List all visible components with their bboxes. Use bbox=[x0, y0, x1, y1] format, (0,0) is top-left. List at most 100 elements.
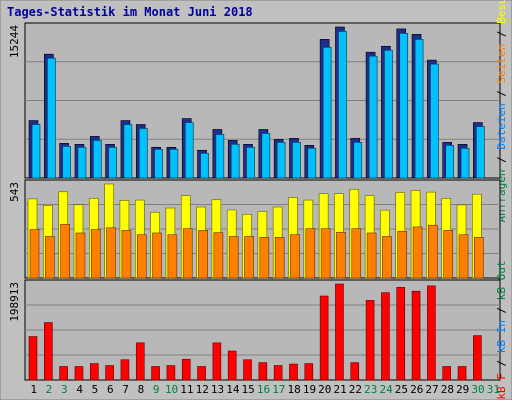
x-axis-labels: 1 2 3 4 5 6 7 8 9 10 11 12 13 14 15 16 17 18 19 20 21 22 23 24 2… bbox=[30, 383, 500, 396]
bar-dateien bbox=[138, 128, 148, 179]
bar-dateien bbox=[230, 144, 240, 179]
bar-kb-f bbox=[74, 366, 84, 381]
bar-kb-f bbox=[381, 292, 390, 381]
bar-kb-f bbox=[120, 359, 130, 381]
bar-dateien bbox=[353, 142, 363, 179]
bar-kb-f bbox=[457, 366, 467, 381]
panel-visits: 543 bbox=[8, 179, 501, 279]
bar-dateien bbox=[322, 46, 332, 179]
bar-dateien bbox=[338, 31, 347, 179]
x-tick-label: 15 bbox=[242, 383, 255, 396]
bar-seiten bbox=[443, 230, 454, 279]
x-tick-label: 25 bbox=[395, 383, 408, 396]
bar-seiten bbox=[167, 234, 178, 279]
bar-dateien bbox=[77, 146, 87, 179]
bar-seiten bbox=[336, 231, 346, 279]
bar-dateien bbox=[92, 140, 102, 179]
bar-kb-f bbox=[197, 366, 206, 381]
x-tick-label: 5 bbox=[92, 383, 99, 396]
x-tick-label: 19 bbox=[303, 383, 316, 396]
panel-kbytes-max-label: 198913 bbox=[8, 282, 21, 322]
x-tick-label: 10 bbox=[165, 383, 178, 396]
bar-kb-f bbox=[59, 366, 68, 381]
legend-entry: / bbox=[495, 24, 508, 44]
x-tick-label: 12 bbox=[196, 383, 209, 396]
x-tick-label: 22 bbox=[349, 383, 362, 396]
bar-seiten bbox=[136, 234, 147, 279]
bar-kb-f bbox=[258, 362, 268, 381]
bar-kb-f bbox=[350, 362, 360, 381]
bar-seiten bbox=[412, 226, 423, 279]
bar-seiten bbox=[106, 227, 116, 279]
bar-seiten bbox=[397, 230, 408, 279]
x-tick-label: 6 bbox=[107, 383, 114, 396]
bar-dateien bbox=[184, 122, 194, 179]
bar-kb-f bbox=[396, 287, 406, 381]
x-tick-label: 26 bbox=[410, 383, 423, 396]
legend-entry: Besuche bbox=[495, 0, 508, 24]
bar-seiten bbox=[213, 232, 224, 279]
bar-dateien bbox=[430, 63, 439, 179]
bar-seiten bbox=[198, 230, 208, 279]
bar-kb-f bbox=[442, 366, 452, 381]
legend-entry: kB In bbox=[495, 320, 508, 353]
bar-seiten bbox=[351, 228, 362, 279]
bar-dateien bbox=[399, 33, 409, 179]
bar-kb-f bbox=[135, 342, 145, 381]
x-tick-label: 9 bbox=[153, 383, 160, 396]
bar-dateien bbox=[261, 133, 271, 179]
x-tick-label: 21 bbox=[333, 383, 346, 396]
bar-seiten bbox=[45, 236, 55, 279]
bar-dateien bbox=[292, 142, 301, 179]
bar-seiten bbox=[29, 229, 40, 279]
bar-dateien bbox=[276, 142, 286, 179]
bar-dateien bbox=[62, 146, 71, 179]
chart-title: Tages-Statistik im Monat Juni 2018 bbox=[7, 5, 253, 19]
bar-kb-f bbox=[473, 335, 482, 381]
bar-dateien bbox=[169, 148, 179, 179]
x-tick-label: 23 bbox=[364, 383, 377, 396]
bar-kb-f bbox=[212, 342, 222, 381]
bar-kb-f bbox=[28, 336, 38, 381]
bar-seiten bbox=[259, 237, 270, 279]
bar-seiten bbox=[121, 230, 132, 279]
x-tick-label: 17 bbox=[272, 383, 285, 396]
bar-dateien bbox=[108, 146, 117, 179]
bar-seiten bbox=[366, 232, 377, 279]
bar-kb-f bbox=[44, 322, 53, 381]
bar-kb-f bbox=[243, 359, 252, 381]
panel-kbytes-legend: kB F / kB In / kB Out bbox=[495, 260, 508, 399]
x-tick-label: 16 bbox=[257, 383, 270, 396]
x-tick-label: 8 bbox=[138, 383, 145, 396]
bar-kb-f bbox=[227, 350, 237, 381]
panel-requests-max-label: 15244 bbox=[8, 25, 21, 58]
bar-kb-f bbox=[89, 363, 99, 381]
legend-entry: kB Out bbox=[495, 260, 508, 300]
x-tick-label: 27 bbox=[425, 383, 438, 396]
bar-seiten bbox=[474, 237, 484, 279]
bar-dateien bbox=[154, 148, 163, 179]
bar-dateien bbox=[460, 147, 470, 179]
x-tick-label: 1 bbox=[30, 383, 37, 396]
bar-kb-f bbox=[151, 366, 160, 381]
bar-seiten bbox=[75, 232, 86, 279]
bar-seiten bbox=[458, 234, 469, 279]
x-tick-label: 7 bbox=[122, 383, 129, 396]
bar-dateien bbox=[31, 124, 41, 179]
x-tick-label: 4 bbox=[76, 383, 83, 396]
bar-dateien bbox=[246, 146, 255, 179]
bar-dateien bbox=[384, 49, 393, 179]
legend-entry: / bbox=[495, 300, 508, 320]
x-tick-label: 13 bbox=[211, 383, 224, 396]
bar-dateien bbox=[200, 152, 209, 179]
x-tick-label: 3 bbox=[61, 383, 68, 396]
x-tick-label: 11 bbox=[180, 383, 193, 396]
bar-seiten bbox=[382, 236, 392, 279]
legend-entry: / bbox=[495, 83, 508, 103]
legend-entry: Seiten bbox=[495, 44, 508, 84]
bar-seiten bbox=[90, 229, 101, 279]
bar-seiten bbox=[428, 224, 438, 279]
